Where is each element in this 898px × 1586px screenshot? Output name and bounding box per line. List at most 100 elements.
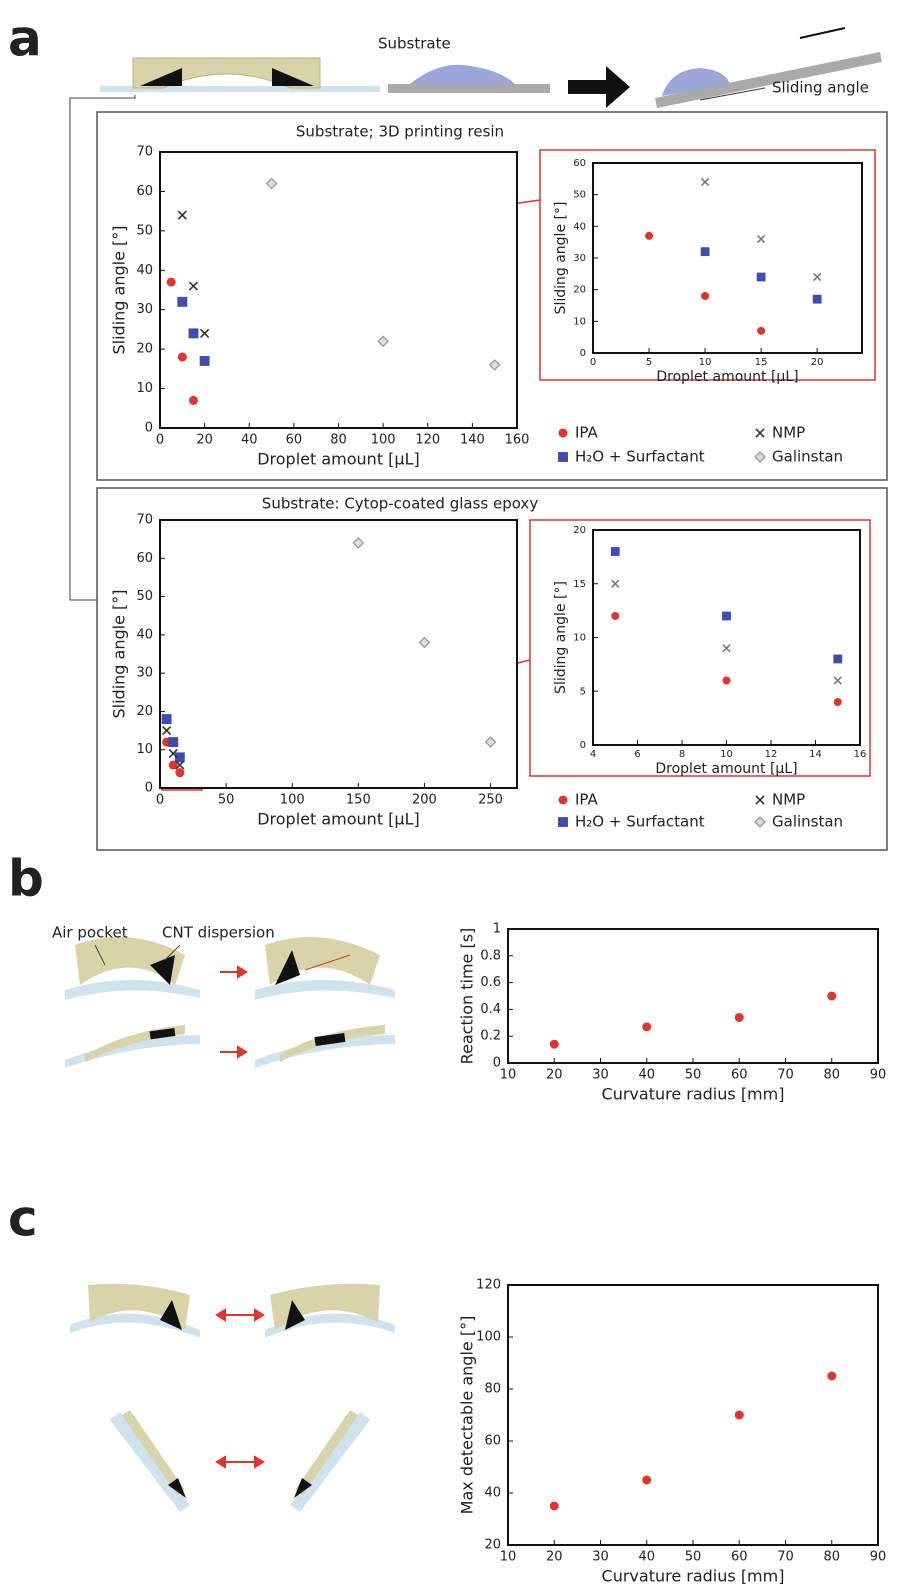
y-axis-label: Sliding angle [°] [553,202,569,315]
x-tick-label: 6 [634,749,640,760]
legend-label: IPA [575,424,599,442]
x-tick-label: 10 [500,1550,517,1565]
point [488,359,501,371]
x-tick-label: 40 [638,1068,655,1083]
point [642,1022,652,1032]
x-tick-label: 5 [646,357,652,368]
annotation: Substrate [378,35,451,53]
x-tick-label: 10 [720,749,733,760]
y-tick-label: 40 [136,627,153,642]
point [161,714,172,725]
y-tick-label: 70 [136,513,153,528]
y-tick-label: 60 [136,184,153,199]
x-tick-label: 60 [286,433,303,448]
x-tick-label: 0 [156,433,164,448]
point [722,676,731,685]
x-tick-label: 50 [218,793,235,808]
point [700,247,710,257]
y-tick-label: 0.4 [480,1002,501,1017]
y-tick-label: 10 [573,633,586,644]
y-tick-label: 10 [573,316,586,327]
panel-label: a [8,10,42,68]
x-axis-label: Curvature radius [mm] [602,1085,785,1104]
x-tick-label: 60 [731,1068,748,1083]
point [549,1039,559,1049]
y-axis-label: Max detectable angle [°] [458,1316,477,1515]
y-tick-label: 40 [136,263,153,278]
y-tick-label: 120 [476,1278,501,1293]
panel-label: c [8,1190,38,1248]
y-axis-label: Reaction time [s] [458,928,477,1065]
y-tick-label: 0 [580,348,586,359]
y-tick-label: 80 [484,1382,501,1397]
x-axis-label: Droplet amount [μL] [257,450,420,469]
legend-marker [755,428,765,438]
point [833,698,842,706]
x-tick-label: 150 [346,793,371,808]
legend-label: Galinstan [772,448,843,466]
x-tick-label: 20 [546,1550,563,1565]
schematic-b [65,937,395,1068]
point [168,737,179,748]
x-tick-label: 250 [478,793,503,808]
y-tick-label: 0.6 [480,975,501,990]
legend-label: IPA [575,791,599,809]
x-tick-label: 20 [811,357,824,368]
point [175,760,185,770]
y-axis-label: Sliding angle [°] [110,590,129,719]
point [166,277,176,287]
legend-label: Galinstan [772,813,843,831]
legend-label: H₂O + Surfactant [575,813,705,831]
point [168,748,178,759]
x-tick-label: 50 [685,1550,702,1565]
chart-title: Substrate; 3D printing resin [296,123,504,141]
point [168,760,178,770]
y-tick-label: 0.8 [480,948,501,963]
x-tick-label: 8 [679,749,685,760]
y-axis-label: Sliding angle [°] [553,581,569,694]
y-tick-label: 5 [580,686,586,697]
point [199,356,210,366]
point [642,1475,652,1485]
legend-marker [754,451,766,463]
panel-label: b [8,850,44,908]
x-tick-label: 40 [638,1550,655,1565]
x-axis-label: Droplet amount [μL] [656,369,798,385]
y-tick-label: 20 [136,704,153,719]
point [177,352,187,362]
y-tick-label: 70 [136,145,153,160]
x-tick-label: 10 [699,357,712,368]
point [701,292,710,300]
y-tick-label: 50 [136,223,153,238]
y-tick-label: 0 [580,740,586,751]
point [756,234,766,244]
x-tick-label: 12 [765,749,778,760]
point [700,177,710,187]
x-tick-label: 90 [870,1550,887,1565]
point [188,328,199,339]
x-tick-label: 30 [592,1068,609,1083]
y-tick-label: 50 [136,589,153,604]
y-tick-label: 30 [573,253,586,264]
x-tick-label: 20 [546,1068,563,1083]
x-tick-label: 200 [412,793,437,808]
legend-marker [558,428,568,438]
x-axis-label: Droplet amount [μL] [655,761,797,777]
x-tick-label: 0 [590,357,596,368]
x-tick-label: 4 [590,749,596,760]
chart-title: Substrate: Cytop-coated glass epoxy [262,495,539,513]
x-tick-label: 60 [731,1550,748,1565]
x-tick-label: 80 [823,1068,840,1083]
point [722,611,731,621]
point [177,296,188,307]
point [175,768,185,778]
y-tick-label: 0 [493,1056,501,1071]
plot-frame [159,519,518,789]
legend-marker [754,816,766,828]
y-tick-label: 1 [493,922,501,937]
x-axis-label: Droplet amount [μL] [257,810,420,829]
y-axis-label: Sliding angle [°] [110,226,129,355]
x-tick-label: 30 [592,1550,609,1565]
point [813,272,822,282]
point [645,231,654,240]
